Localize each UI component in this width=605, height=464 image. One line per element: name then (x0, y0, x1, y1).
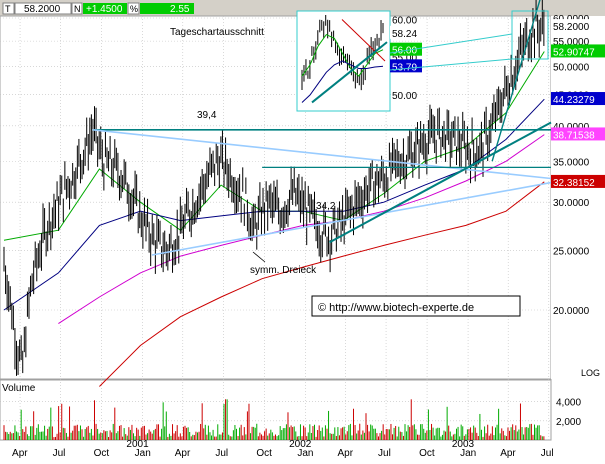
x-month-label: Apr (500, 448, 516, 459)
value-box (551, 19, 605, 33)
zoom-connector-top (389, 33, 513, 54)
value-box-label: 38.71538 (553, 130, 595, 141)
uptrend-line (328, 121, 552, 244)
annotation-triangle: symm. Dreieck (250, 265, 317, 276)
x-month-label: Apr (175, 448, 191, 459)
x-month-label: Jan (297, 448, 313, 459)
y-tick-label: 55.0000 (553, 37, 590, 48)
x-year-label: 2001 (126, 439, 149, 450)
x-month-label: Oct (94, 448, 110, 459)
copyright-box (311, 295, 521, 317)
y-tick-label: 35.0000 (553, 157, 590, 168)
value-box-label: 52.90747 (553, 47, 595, 58)
x-year-label: 2002 (289, 439, 312, 450)
x-month-label: Oct (419, 448, 435, 459)
inset-y-tick: 55.00 (392, 53, 417, 64)
log-scale-label: LOG (581, 368, 600, 378)
inset-y-tick: 50.00 (392, 91, 417, 102)
header-change: +1.4500 (86, 4, 123, 15)
volume-title: Volume (2, 383, 36, 394)
trendlines (92, 0, 552, 256)
y-tick-label: 40.0000 (553, 122, 590, 133)
steep-uptrend-line (491, 0, 541, 162)
x-month-label: Jan (135, 448, 151, 459)
x-month-label: Oct (256, 448, 272, 459)
volume-y-axis: 4,000 2,000 (556, 398, 581, 428)
price-y-axis: 60.000055.000050.000045.000040.000035.00… (551, 14, 605, 317)
value-box-label: 32.38152 (553, 178, 595, 189)
header-tag-pct-text: % (130, 4, 138, 14)
zoom-frame (511, 10, 549, 60)
header-last-box (14, 2, 72, 15)
value-box-label: 44.23279 (553, 95, 595, 106)
x-month-label: Jul (378, 448, 391, 459)
header-tag-n (71, 2, 83, 15)
annotation-34-2: 34,2 (316, 201, 336, 212)
inset-value-box (390, 25, 422, 39)
annotation-pointer (252, 251, 266, 263)
price-plot-frame (0, 15, 552, 380)
inset-value-label: 53.79 (392, 62, 417, 73)
header-change-box (83, 3, 127, 14)
value-box (551, 174, 605, 188)
inset-y-axis: 60.00 55.00 50.00 (392, 16, 417, 102)
value-box-label: 58.2000 (553, 22, 590, 33)
price-bars (3, 0, 545, 376)
copyright-text: © http://www.biotech-experte.de (318, 302, 474, 314)
triangle-upper-line (92, 128, 552, 180)
y-tick-label: 30.0000 (553, 198, 590, 209)
inset-value-box (390, 42, 422, 56)
x-month-label: Jul (53, 448, 66, 459)
value-box (551, 127, 605, 141)
y-tick-label: 20.0000 (553, 306, 590, 317)
inset-plot (301, 14, 388, 104)
header-tag-t (2, 2, 15, 15)
header-pct: 2.55 (170, 4, 190, 15)
moving-average-line (99, 181, 545, 387)
zoom-connector-bottom (389, 58, 513, 71)
inset-uptrend (311, 41, 388, 104)
x-month-label: Jul (541, 448, 554, 459)
x-month-label: Apr (337, 448, 353, 459)
inset-value-label: 58.24 (392, 29, 417, 40)
x-month-label: Apr (12, 448, 28, 459)
inset-value-boxes: 58.2456.0053.79 (390, 25, 422, 73)
value-box (551, 92, 605, 106)
price-axis-panel (551, 16, 605, 379)
triangle-lower-line (151, 181, 552, 256)
header-last: 58.2000 (24, 4, 61, 15)
annotation-39-4: 39,4 (197, 110, 217, 121)
volume-bars (3, 399, 545, 440)
header-pct-box (140, 3, 194, 14)
value-box (551, 44, 605, 58)
inset-downtrend (341, 19, 386, 62)
inset-y-tick: 60.00 (392, 16, 417, 27)
inset-title: Tageschartausschnitt (170, 27, 264, 38)
x-month-label: Jul (215, 448, 228, 459)
inset-ma-green (301, 33, 384, 77)
inset-daily-chart: 60.00 55.00 50.00 (296, 10, 417, 112)
volume-tick-label: 2,000 (556, 417, 581, 428)
header-tag-n-text: N (74, 4, 81, 14)
x-year-label: 2003 (452, 439, 475, 450)
header-tag-pct (127, 2, 140, 15)
header-tag-t-text: T (5, 4, 11, 14)
time-x-axis: Apr Jul Oct Jan Apr Jul Oct Jan Apr Jul Oct Jan Apr J… (12, 439, 554, 459)
x-month-label: Jan (460, 448, 476, 459)
y-tick-label: 50.0000 (553, 62, 590, 73)
inset-ma-blue (301, 60, 384, 103)
y-tick-label: 25.0000 (553, 247, 590, 258)
volume-tick-label: 4,000 (556, 398, 581, 409)
